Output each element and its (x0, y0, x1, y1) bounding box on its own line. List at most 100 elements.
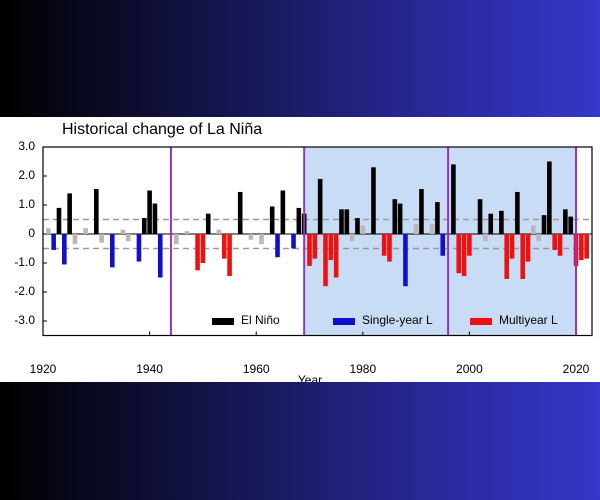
bar (579, 234, 584, 261)
legend-swatch (333, 318, 355, 325)
legend-label: Multiyear L (499, 313, 558, 327)
bar (360, 225, 366, 234)
bar (195, 234, 200, 271)
y-tick-label: -2.0 (14, 284, 35, 298)
y-tick-label: 0 (28, 226, 35, 240)
chart-panel: Historical change of La Niña 3.0 2.0 1.0 0 -… (0, 117, 600, 382)
bar (520, 234, 526, 279)
chart-title: Historical change of La Niña (62, 121, 262, 138)
bar (509, 234, 515, 259)
bar (515, 191, 520, 234)
bar (477, 199, 483, 234)
bar (83, 228, 88, 234)
bar (109, 234, 115, 268)
y-tick-label: -3.0 (14, 313, 35, 327)
bar (291, 234, 296, 249)
bar (349, 234, 355, 242)
bar (397, 203, 403, 234)
bar (275, 234, 280, 258)
bar (136, 234, 142, 262)
bar (205, 213, 211, 234)
x-tick-label: 1940 (136, 362, 163, 376)
bar (568, 216, 573, 234)
bar (552, 234, 557, 250)
bar (237, 191, 243, 234)
bar (531, 225, 536, 234)
x-axis-label: Year (298, 373, 322, 382)
bar (333, 234, 339, 278)
bar (67, 193, 72, 234)
bar (403, 234, 408, 287)
bar (72, 234, 78, 245)
legend-swatch (212, 318, 234, 325)
bar (147, 190, 152, 234)
bar (280, 190, 286, 234)
bar (216, 229, 222, 234)
bar (259, 234, 264, 245)
bar (62, 234, 67, 265)
bar (307, 234, 312, 266)
bar (120, 229, 126, 234)
bar (504, 234, 510, 279)
y-tick-label: 1.0 (18, 197, 35, 211)
bar (56, 207, 62, 234)
bar (536, 234, 541, 242)
bar (584, 234, 589, 259)
bar (461, 234, 467, 277)
bar (467, 234, 472, 256)
bar (429, 223, 435, 234)
bar (328, 234, 334, 261)
bar (525, 234, 531, 262)
bar (248, 234, 254, 240)
bar (152, 203, 158, 234)
shaded-period (304, 147, 449, 336)
bar (125, 234, 131, 242)
bar (173, 234, 179, 245)
legend-label: Single-year L (362, 313, 433, 327)
bar (541, 215, 547, 234)
y-tick-label: 3.0 (18, 139, 35, 153)
legend-label: El Niño (241, 313, 280, 327)
bar (221, 234, 227, 259)
bar (269, 206, 275, 234)
bar (456, 234, 462, 274)
bar (451, 164, 456, 234)
bar (46, 228, 51, 234)
bar (413, 223, 419, 234)
x-tick-label: 1960 (243, 362, 270, 376)
bar (227, 234, 232, 277)
x-tick-label: 1980 (349, 362, 376, 376)
bar (312, 234, 318, 259)
chart: Historical change of La Niña 3.0 2.0 1.0 0 -… (14, 121, 593, 382)
bar (547, 161, 552, 234)
bar (563, 209, 568, 234)
bar (94, 189, 99, 234)
bar (371, 167, 376, 234)
bar (157, 234, 163, 278)
bar (381, 234, 387, 256)
bar (557, 234, 563, 256)
y-tick-label: -1.0 (14, 255, 35, 269)
bar (200, 234, 206, 263)
bar (392, 199, 398, 234)
bar (483, 234, 488, 242)
x-tick-label: 2020 (563, 362, 590, 376)
bar (339, 209, 344, 234)
bar (435, 202, 440, 234)
bar (296, 207, 302, 234)
bar (317, 178, 323, 234)
bar (488, 213, 494, 234)
legend-swatch (470, 318, 492, 325)
plot-frame (42, 146, 593, 337)
bar (387, 234, 392, 262)
bar (499, 210, 504, 234)
bar (323, 234, 328, 287)
x-tick-label: 2000 (456, 362, 483, 376)
y-tick-label: 2.0 (18, 168, 35, 182)
bar (419, 189, 424, 234)
bar (344, 209, 350, 234)
bar (440, 234, 446, 256)
bar (141, 218, 147, 234)
bar (355, 218, 360, 234)
